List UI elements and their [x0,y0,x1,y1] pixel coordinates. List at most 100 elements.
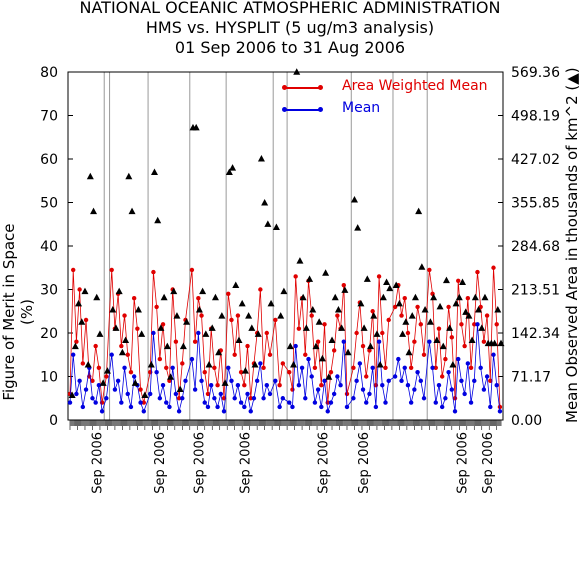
mean-point [157,396,163,401]
area-weighted-mean-point [494,322,499,327]
mean-point [315,387,321,392]
mean-point [80,404,86,410]
area-point [199,287,207,295]
area-weighted-mean-point [465,296,471,301]
area-point [179,342,187,350]
area-point [112,324,120,331]
mean-point [386,378,391,384]
area-point [215,348,223,356]
mean-point [433,400,438,405]
mean-point [183,378,188,384]
area-weighted-mean-point [104,374,109,379]
area-weighted-mean-point [296,326,302,331]
area-point [360,324,368,331]
area-point [402,318,410,325]
area-weighted-mean-point [405,330,411,336]
mean-point [456,356,461,362]
area-point [458,278,466,285]
mean-point [199,378,204,384]
series-mean [67,322,503,414]
area-weighted-mean-point [229,317,234,323]
area-weighted-mean-point [331,348,337,353]
area-point [280,287,288,295]
x-tick-label-3: Sep 2006 [192,432,207,494]
area-point [465,312,473,319]
mean-point [443,396,448,401]
mean-point [112,387,118,392]
area-point [386,284,394,292]
x-tick-label-8: Sep 2006 [481,432,496,494]
area-point [272,223,280,230]
area-point [286,342,294,350]
left-tick-label-0: 0 [49,413,58,429]
y-axis-label-left: Figure of Merit in Space (%) [0,223,36,401]
area-point [497,339,505,347]
area-weighted-mean-point [138,387,143,392]
mean-point [93,400,98,405]
mean-point [208,383,214,388]
mean-point [212,396,217,401]
area-point [331,293,339,301]
area-point [267,299,275,307]
legend-entry-mean: Mean [280,100,500,120]
right-tick-label-0: 0.00 [511,413,542,429]
area-point [449,360,457,368]
right-tick-label-4: 284.68 [511,239,560,255]
area-point [452,299,460,307]
area-point [415,207,423,215]
area-weighted-mean-point [261,365,266,370]
area-point [481,293,489,301]
area-weighted-mean-point [235,313,241,318]
mean-point [370,365,375,370]
mean-point [160,383,166,388]
mean-point [96,383,102,388]
mean-point [235,383,241,388]
area-weighted-mean-point [449,335,455,340]
area-point [167,373,175,380]
area-point [471,293,479,301]
area-weighted-mean-point [446,304,451,310]
area-point [173,312,181,319]
mean-point [319,404,324,410]
area-point [183,318,191,325]
x-tick-label-7: Sep 2006 [455,432,470,494]
area-weighted-mean-point [364,374,369,379]
area-weighted-mean-point [481,339,487,344]
area-point [344,348,352,356]
area-weighted-mean-point [192,339,198,344]
area-weighted-mean-point [344,391,350,397]
area-point [436,302,444,310]
area-point [128,207,136,215]
mean-point [173,391,179,397]
area-weighted-mean-point [415,304,420,310]
area-point [370,312,378,319]
right-tick-label-2: 142.34 [511,326,560,342]
chart-legend: Area Weighted Mean Mean [280,78,500,122]
mean-point [229,378,234,384]
left-tick-label-10: 10 [40,370,58,386]
mean-point [293,343,298,349]
mean-point [360,387,366,392]
mean-point [280,396,286,401]
mean-point [481,387,487,392]
area-point [395,299,403,307]
area-weighted-mean-point [151,269,156,275]
mean-point [392,374,398,379]
area-weighted-mean-point [418,322,423,327]
mean-point [83,387,89,392]
mean-point [99,409,105,414]
area-weighted-mean-point [303,352,308,357]
area-point [312,342,320,350]
x-tick-label-6: Sep 2006 [357,432,372,494]
area-weighted-mean-point [367,348,372,353]
area-point [122,336,130,344]
area-weighted-mean-point [386,317,391,323]
area-point [302,324,310,331]
area-weighted-mean-point [380,330,385,336]
area-weighted-mean-point [376,274,382,279]
mean-point [412,387,417,392]
mean-point [322,378,327,384]
right-tick-labels: 0.00 71.17 142.34 213.51 284.68 355.85 427.02 4… [511,65,560,429]
mean-point [71,352,76,357]
legend-awm-marker-1 [282,85,287,90]
